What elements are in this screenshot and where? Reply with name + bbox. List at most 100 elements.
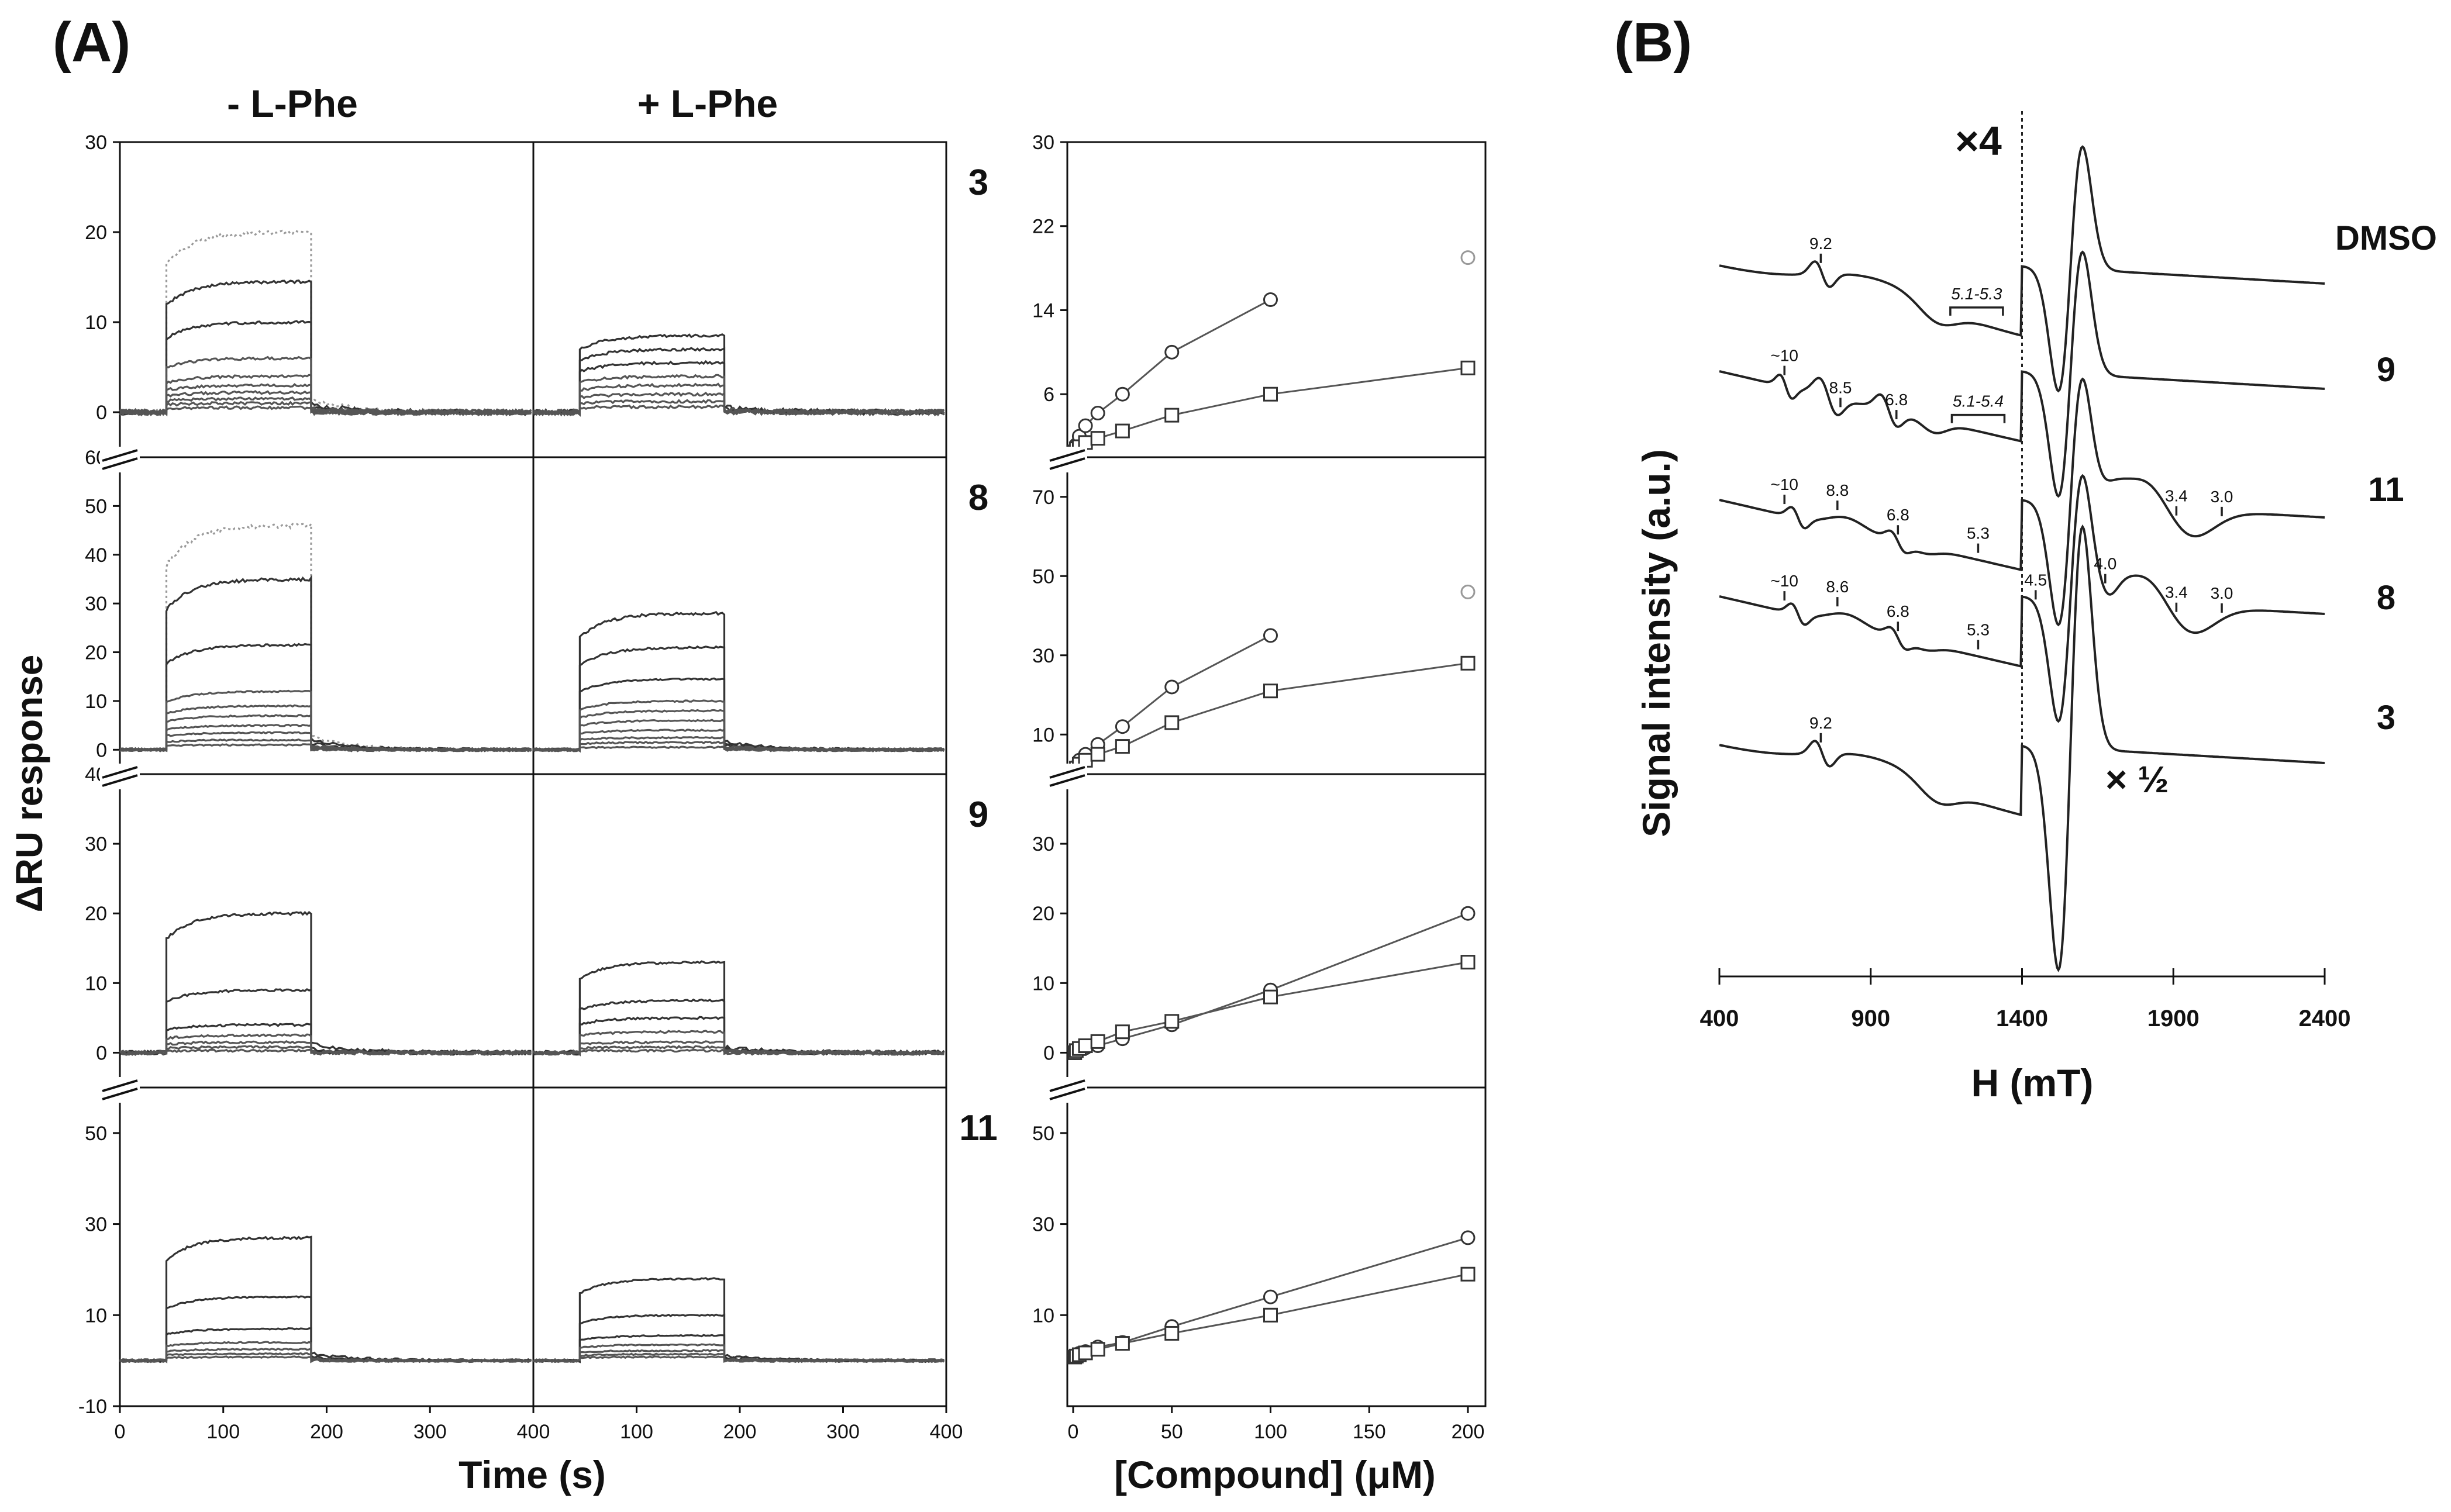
sensorgram-9-plus-trace-6 bbox=[532, 1045, 944, 1057]
sensor-ytick-label: 50 bbox=[85, 495, 107, 517]
dose-fit-circle-3 bbox=[1074, 299, 1271, 450]
sensor-xtick-label: 200 bbox=[723, 1421, 757, 1443]
sensor-x-axis-label: Time (s) bbox=[459, 1453, 606, 1496]
sensor-ytick-label: 30 bbox=[85, 833, 107, 855]
dose-square-point-3 bbox=[1115, 423, 1130, 439]
dose-ytick-label: 50 bbox=[1032, 565, 1054, 588]
dose-square-point-11 bbox=[1090, 1342, 1105, 1357]
sensorgram-9-plus-trace-3 bbox=[532, 1016, 945, 1057]
sensorgram-11-minus-trace-2 bbox=[119, 1295, 532, 1363]
dose-xtick-label: 200 bbox=[1452, 1421, 1485, 1443]
dose-circle-point-3 bbox=[1090, 406, 1105, 421]
dose-axis-break-9 bbox=[1047, 764, 1087, 789]
epr-gvalue-label: 3.0 bbox=[2211, 584, 2233, 602]
dose-frame-11 bbox=[1066, 1086, 1487, 1407]
sensor-ytick-label: -10 bbox=[78, 1396, 107, 1418]
sensorgram-11-minus-trace-7 bbox=[120, 1355, 532, 1363]
sensor-ytick-label: 10 bbox=[85, 691, 107, 713]
epr-gvalue-label: ~10 bbox=[1771, 475, 1799, 493]
dose-circle-point-3 bbox=[1263, 292, 1278, 307]
epr-gvalue-label: 6.8 bbox=[1887, 602, 1909, 620]
epr-gvalue-label: ~10 bbox=[1771, 347, 1799, 365]
chart-marks: 01020303010203040506080102030409-1010305… bbox=[78, 111, 2437, 1443]
panel-a-label: (A) bbox=[53, 11, 130, 74]
sensor-axis-break-11-line-2 bbox=[102, 1088, 138, 1100]
epr-gvalue-label: 4.5 bbox=[2024, 571, 2047, 589]
epr-gvalue-label: 5.1-5.4 bbox=[1953, 392, 2004, 410]
epr-gvalue-label: 5.3 bbox=[1967, 524, 1990, 543]
dose-axis-break-9-line-1 bbox=[1049, 766, 1085, 779]
compound-label-8: 8 bbox=[968, 478, 988, 518]
dose-square-point-11 bbox=[1078, 1345, 1093, 1361]
sensor-xtick-label: 300 bbox=[826, 1421, 860, 1443]
sensor-xtick-label: 100 bbox=[206, 1421, 240, 1443]
dose-excluded-point-8 bbox=[1460, 584, 1476, 599]
sensor-y-axis-label: ΔRU response bbox=[8, 655, 50, 913]
sensorgram-8-minus-trace-1 bbox=[119, 521, 532, 752]
sensorgram-3-minus-trace-1 bbox=[119, 229, 532, 416]
epr-trace-label-DMSO: DMSO bbox=[2335, 219, 2437, 257]
sensor-ytick-label: 0 bbox=[96, 402, 107, 424]
sensor-xtick-label: 100 bbox=[620, 1421, 653, 1443]
sensor-axis-break-11-line-1 bbox=[102, 1079, 138, 1092]
dose-square-point-9 bbox=[1115, 1024, 1130, 1040]
sensorgram-8-plus-trace-2 bbox=[533, 645, 945, 752]
sensor-ytick-label: 20 bbox=[85, 222, 107, 244]
sensor-ytick-label: 40 bbox=[85, 544, 107, 567]
dose-ytick-label: 20 bbox=[1032, 903, 1054, 925]
epr-x-axis-label: H (mT) bbox=[1971, 1061, 2094, 1104]
dose-ytick-label: 22 bbox=[1032, 216, 1054, 238]
sensor-axis-break-8 bbox=[100, 447, 140, 472]
dose-ytick-label: 30 bbox=[1032, 645, 1054, 667]
sensorgram-9-minus-trace-3 bbox=[119, 1023, 532, 1056]
sensor-ytick-label: 30 bbox=[85, 1214, 107, 1236]
sensor-xtick-label: 300 bbox=[413, 1421, 447, 1443]
dose-circle-point-3 bbox=[1115, 386, 1130, 402]
dose-square-point-3 bbox=[1164, 408, 1180, 423]
sensorgram-11-plus-trace-7 bbox=[533, 1355, 945, 1363]
sensor-ytick-label: 50 bbox=[85, 1123, 107, 1145]
epr-gvalue-label: 9.2 bbox=[1809, 234, 1832, 253]
compound-label-9: 9 bbox=[968, 795, 988, 835]
dose-square-point-8 bbox=[1090, 747, 1105, 762]
dose-square-point-3 bbox=[1263, 386, 1278, 402]
dose-ytick-label: 10 bbox=[1032, 1304, 1054, 1327]
sensor-xtick-label: 400 bbox=[930, 1421, 963, 1443]
dose-ytick-label: 10 bbox=[1032, 972, 1054, 995]
sensor-axis-break-8-line-2 bbox=[102, 457, 138, 470]
dose-circle-point-11 bbox=[1460, 1230, 1476, 1245]
sensorgram-8-plus-trace-3 bbox=[533, 677, 945, 752]
epr-gvalue-label: 6.8 bbox=[1887, 506, 1909, 524]
sensor-axis-break-8-line-1 bbox=[102, 449, 138, 462]
epr-gvalue-label: 6.8 bbox=[1885, 391, 1908, 409]
epr-trace-label-9: 9 bbox=[2377, 351, 2395, 389]
sensorgram-8-plus-trace-1 bbox=[533, 610, 944, 752]
epr-gvalue-label: 4.0 bbox=[2094, 555, 2116, 573]
dose-circle-point-11 bbox=[1263, 1289, 1278, 1304]
epr-gvalue-label: 3.0 bbox=[2211, 488, 2233, 506]
epr-xtick-label: 2400 bbox=[2299, 1006, 2351, 1031]
sensorgram-9-minus-trace-2 bbox=[119, 988, 532, 1057]
dose-frame-8 bbox=[1066, 456, 1487, 775]
dose-circle-point-8 bbox=[1115, 719, 1130, 734]
dose-ytick-label: 70 bbox=[1032, 486, 1054, 509]
sensor-ytick-label: 20 bbox=[85, 642, 107, 664]
epr-gvalue-label: ~10 bbox=[1771, 572, 1799, 590]
sensorgram-8-minus-trace-2 bbox=[119, 574, 532, 752]
sensorgram-3-minus-trace-3 bbox=[119, 320, 532, 417]
dose-circle-point-8 bbox=[1263, 628, 1278, 643]
dose-xtick-label: 0 bbox=[1068, 1421, 1079, 1443]
sensor-xtick-label: 200 bbox=[310, 1421, 343, 1443]
dose-square-point-8 bbox=[1115, 739, 1130, 754]
sensorgram-8-plus-trace-5 bbox=[533, 709, 945, 752]
sensorgram-8-minus-trace-4 bbox=[119, 689, 532, 752]
sensorgram-8-minus-trace-10 bbox=[119, 743, 532, 752]
dose-circle-point-3 bbox=[1164, 344, 1180, 360]
sensor-ytick-label: 10 bbox=[85, 972, 107, 995]
sensor-ytick-label: 10 bbox=[85, 1304, 107, 1327]
sensor-xtick-label: 400 bbox=[517, 1421, 550, 1443]
epr-gvalue-label: 8.6 bbox=[1826, 578, 1849, 596]
sensor-ytick-label: 20 bbox=[85, 903, 107, 925]
epr-xtick-label: 400 bbox=[1700, 1006, 1739, 1031]
